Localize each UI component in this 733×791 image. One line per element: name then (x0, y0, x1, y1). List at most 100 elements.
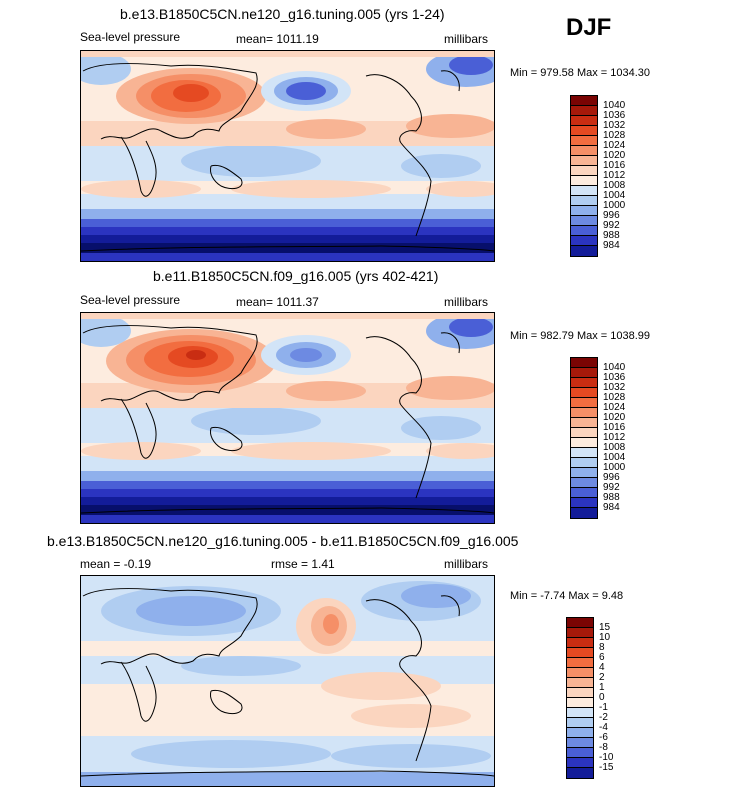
colorbar-label: 1012 (603, 432, 626, 443)
colorbar-box (567, 748, 593, 758)
colorbar-box (567, 728, 593, 738)
colorbar-box (571, 126, 597, 136)
colorbar-box (571, 388, 597, 398)
panel3-title: b.e13.B1850C5CN.ne120_g16.tuning.005 - b… (47, 533, 519, 549)
colorbar-box (571, 368, 597, 378)
colorbar-box (567, 668, 593, 678)
colorbar-box (571, 448, 597, 458)
colorbar-label: 992 (603, 220, 620, 231)
colorbar-box (571, 146, 597, 156)
colorbar-box (571, 156, 597, 166)
colorbar-box (571, 186, 597, 196)
panel1-units: millibars (444, 32, 489, 46)
colorbar-box (571, 478, 597, 488)
colorbar-box (571, 498, 597, 508)
colorbar-label: 1020 (603, 150, 626, 161)
panel2-title: b.e11.B1850C5CN.f09_g16.005 (yrs 402-421… (153, 268, 439, 284)
panel2-variable: Sea-level pressure (80, 293, 181, 307)
colorbar-label: 1000 (603, 200, 626, 211)
colorbar-box (571, 428, 597, 438)
colorbar-label: 1024 (603, 402, 626, 413)
panel3-mean: mean = -0.19 (80, 557, 152, 571)
colorbar-label: 996 (603, 472, 620, 483)
panel3-map-svg (81, 576, 494, 786)
colorbar-box (567, 698, 593, 708)
colorbar-box (571, 236, 597, 246)
colorbar-box (571, 508, 597, 518)
colorbar-box (567, 648, 593, 658)
colorbar-box (571, 458, 597, 468)
colorbar-label: 1036 (603, 110, 626, 121)
panel1-colorbar: 1040 1036 1032 1028 1024 1020 1016 1012 1008 1004… (570, 95, 625, 257)
colorbar-label: 988 (603, 492, 620, 503)
colorbar-label: 1036 (603, 372, 626, 383)
colorbar-box (567, 688, 593, 698)
panel3-colorbar: 15 10 8 6 4 2 1 0 -1 -2 -4 -6 -8 -10 -15 (566, 617, 613, 779)
colorbar-box (567, 758, 593, 768)
panel1-variable: Sea-level pressure (80, 30, 181, 44)
colorbar-label: 8 (599, 642, 605, 653)
colorbar-label: 1016 (603, 422, 626, 433)
colorbar-label: 1040 (603, 362, 626, 373)
colorbar-label: 15 (599, 622, 611, 633)
colorbar-label: 1000 (603, 462, 626, 473)
colorbar-label: -15 (599, 762, 614, 773)
colorbar-box (571, 418, 597, 428)
colorbar-label: 1008 (603, 442, 626, 453)
colorbar-box (571, 246, 597, 256)
colorbar-label: 1008 (603, 180, 626, 191)
colorbar-label: -6 (599, 732, 608, 743)
colorbar-label: 1012 (603, 170, 626, 181)
colorbar-label: -4 (599, 722, 608, 733)
colorbar-label: 10 (599, 632, 611, 643)
colorbar-label: 6 (599, 652, 605, 663)
colorbar-box (571, 166, 597, 176)
colorbar-box (567, 658, 593, 668)
colorbar-label: -8 (599, 742, 608, 753)
colorbar-box (571, 408, 597, 418)
colorbar-box (571, 488, 597, 498)
panel3-rmse: rmse = 1.41 (271, 557, 335, 571)
colorbar-box (571, 398, 597, 408)
colorbar-label: 1 (599, 682, 605, 693)
panel1-map-svg (81, 51, 494, 261)
colorbar-box (567, 618, 593, 628)
colorbar-box (571, 116, 597, 126)
colorbar-label: 1032 (603, 120, 626, 131)
colorbar-box (571, 196, 597, 206)
colorbar-box (567, 638, 593, 648)
panel2-map (80, 312, 495, 524)
colorbar-label: 992 (603, 482, 620, 493)
panel3-units: millibars (444, 557, 489, 571)
colorbar-label: 0 (599, 692, 605, 703)
colorbar-box (571, 468, 597, 478)
panel1-map (80, 50, 495, 262)
colorbar-box (567, 678, 593, 688)
colorbar-label: 1020 (603, 412, 626, 423)
panel3-map (80, 575, 495, 787)
colorbar-box (571, 176, 597, 186)
colorbar-label: -1 (599, 702, 608, 713)
colorbar-label: 1004 (603, 190, 626, 201)
panel2-colorbar: 1040 1036 1032 1028 1024 1020 1016 1012 1008 1004… (570, 357, 625, 519)
colorbar-box (571, 438, 597, 448)
colorbar-label: 1016 (603, 160, 626, 171)
colorbar-box (571, 378, 597, 388)
season-label: DJF (566, 14, 612, 41)
colorbar-box (567, 708, 593, 718)
colorbar-label: 984 (603, 502, 620, 513)
colorbar-label: 1004 (603, 452, 626, 463)
colorbar-box (571, 358, 597, 368)
colorbar-box (571, 226, 597, 236)
panel2-minmax: Min = 982.79 Max = 1038.99 (510, 330, 651, 342)
colorbar-label: -2 (599, 712, 608, 723)
colorbar-label: 1040 (603, 100, 626, 111)
colorbar-label: 1028 (603, 392, 626, 403)
colorbar-label: 4 (599, 662, 605, 673)
colorbar-box (571, 96, 597, 106)
colorbar-label: 984 (603, 240, 620, 251)
colorbar-label: 2 (599, 672, 605, 683)
panel2-mean: mean= 1011.37 (236, 295, 319, 309)
colorbar-label: 1032 (603, 382, 626, 393)
colorbar-box (567, 628, 593, 638)
